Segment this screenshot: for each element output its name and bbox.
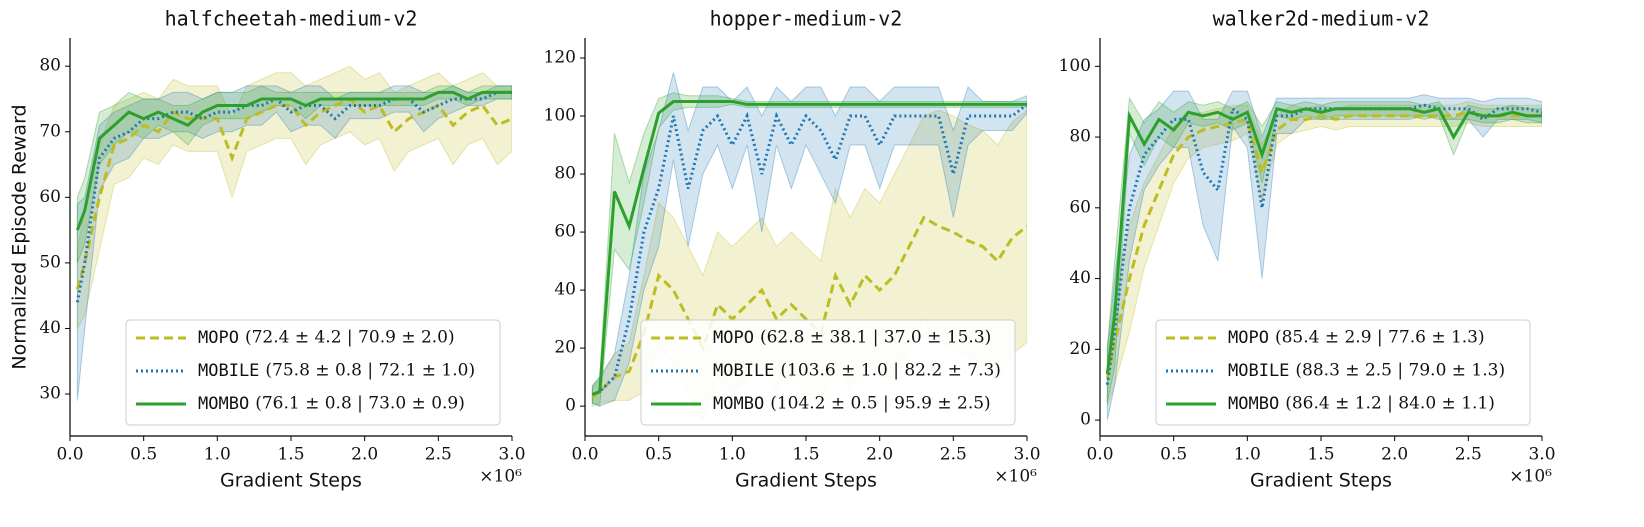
panel: halfcheetah-medium-v2 30 40 50 60 70 80 0.0 0.5 1…: [9, 7, 526, 492]
legend: MOPO (62.8 ± 38.1 | 37.0 ± 15.3) MOBILE (10…: [640, 319, 1016, 426]
legend: MOPO (85.4 ± 2.9 | 77.6 ± 1.3) MOBILE (88.3…: [1155, 319, 1531, 426]
series-line: [75, 97, 512, 290]
legend-name: MOPO: [713, 328, 754, 348]
legend-frame: [125, 319, 501, 426]
x-tick-label: 2.0: [351, 445, 378, 465]
legend-name: MOPO: [198, 328, 239, 348]
x-offset-label: ×10⁶: [1509, 467, 1552, 487]
error-band: [591, 72, 1027, 407]
x-tick-label: 0.0: [571, 445, 598, 465]
error-band: [1106, 101, 1542, 407]
legend: MOPO (72.4 ± 4.2 | 70.9 ± 2.0) MOBILE (75.8…: [125, 319, 501, 426]
panel: walker2d-medium-v2 0 20 40 60 80 100 0.0 0.5 1.0 1…: [1059, 7, 1556, 492]
legend-frame: [1155, 319, 1531, 426]
legend-summary: (103.6 ± 1.0 | 82.2 ± 7.3): [780, 361, 1001, 381]
panel-title: hopper-medium-v2: [710, 7, 903, 31]
x-tick-label: 2.5: [1455, 445, 1482, 465]
panel-title: halfcheetah-medium-v2: [165, 7, 418, 31]
series-line: [1105, 103, 1542, 385]
error-band: [1106, 96, 1542, 403]
x-tick-label: 0.5: [645, 445, 672, 465]
legend-frame: [640, 319, 1016, 426]
y-tick-label: 60: [39, 187, 61, 207]
error-band: [76, 65, 512, 331]
x-tick-label: 3.0: [1528, 445, 1555, 465]
y-tick-label: 20: [1069, 339, 1091, 359]
y-tick-label: 120: [544, 48, 576, 68]
legend-name: MOBILE: [713, 361, 774, 381]
y-axis-label: Normalized Episode Reward: [9, 104, 31, 369]
series-line: [591, 103, 1027, 396]
x-tick-label: 3.0: [498, 445, 525, 465]
plot-area: [1105, 90, 1542, 421]
legend-name: MOBILE: [1228, 361, 1289, 381]
y-tick-label: 40: [1069, 268, 1091, 288]
legend-summary: (75.8 ± 0.8 | 72.1 ± 1.0): [265, 361, 475, 381]
panel: hopper-medium-v2 0 20 40 60 80 100 120 0.0 0.5 1.0…: [544, 7, 1041, 492]
x-tick-label: 1.5: [277, 445, 304, 465]
plot-area: [75, 65, 512, 401]
series-line: [1105, 110, 1542, 378]
y-tick-label: 70: [39, 121, 61, 141]
x-tick-label: 2.0: [866, 445, 893, 465]
y-tick-label: 100: [544, 106, 576, 126]
legend-summary: (72.4 ± 4.2 | 70.9 ± 2.0): [245, 328, 455, 348]
x-tick-label: 0.0: [1086, 445, 1113, 465]
legend-summary: (76.1 ± 0.8 | 73.0 ± 0.9): [255, 394, 465, 414]
y-tick-label: 50: [39, 252, 61, 272]
x-tick-label: 2.0: [1381, 445, 1408, 465]
legend-summary: (62.8 ± 38.1 | 37.0 ± 15.3): [760, 328, 991, 348]
y-tick-label: 40: [39, 318, 61, 338]
legend-summary: (104.2 ± 0.5 | 95.9 ± 2.5): [770, 394, 991, 414]
x-tick-label: 0.5: [1160, 445, 1187, 465]
x-axis-label: Gradient Steps: [220, 470, 362, 492]
y-tick-label: 60: [1069, 197, 1091, 217]
x-tick-label: 2.5: [940, 445, 967, 465]
series-line: [591, 215, 1027, 399]
y-tick-label: 0: [1080, 410, 1091, 430]
x-axis-label: Gradient Steps: [1250, 470, 1392, 492]
x-tick-label: 1.5: [1307, 445, 1334, 465]
legend-name: MOBILE: [198, 361, 259, 381]
error-band: [591, 92, 1027, 407]
y-tick-label: 100: [1059, 56, 1091, 76]
y-tick-label: 40: [554, 280, 576, 300]
legend-name: MOMBO: [198, 394, 249, 414]
error-band: [1106, 90, 1542, 421]
x-tick-label: 3.0: [1013, 445, 1040, 465]
y-tick-label: 60: [554, 222, 576, 242]
x-offset-label: ×10⁶: [994, 467, 1037, 487]
series-line: [75, 90, 512, 231]
panel-title: walker2d-medium-v2: [1213, 7, 1430, 31]
legend-summary: (86.4 ± 1.2 | 84.0 ± 1.1): [1285, 394, 1495, 414]
y-tick-label: 80: [39, 56, 61, 76]
series-line: [591, 100, 1027, 396]
legend-name: MOMBO: [1228, 394, 1279, 414]
legend-summary: (85.4 ± 2.9 | 77.6 ± 1.3): [1275, 328, 1485, 348]
x-tick-label: 1.0: [719, 445, 746, 465]
x-tick-label: 1.0: [1234, 445, 1261, 465]
legend-name: MOPO: [1228, 328, 1269, 348]
x-tick-label: 0.0: [56, 445, 83, 465]
y-tick-label: 80: [554, 164, 576, 184]
y-tick-label: 20: [554, 338, 576, 358]
y-tick-label: 80: [1069, 127, 1091, 147]
x-axis-label: Gradient Steps: [735, 470, 877, 492]
error-band: [76, 85, 512, 264]
x-tick-label: 2.5: [425, 445, 452, 465]
x-tick-label: 0.5: [130, 445, 157, 465]
x-tick-label: 1.5: [792, 445, 819, 465]
y-tick-label: 30: [39, 384, 61, 404]
series-line: [1105, 106, 1542, 375]
legend-summary: (88.3 ± 2.5 | 79.0 ± 1.3): [1295, 361, 1505, 381]
x-offset-label: ×10⁶: [479, 467, 522, 487]
y-tick-label: 0: [565, 396, 576, 416]
legend-name: MOMBO: [713, 394, 764, 414]
x-tick-label: 1.0: [204, 445, 231, 465]
